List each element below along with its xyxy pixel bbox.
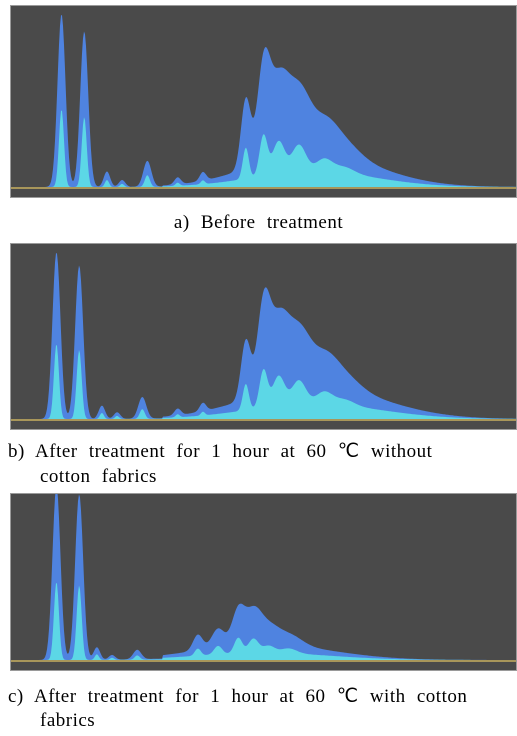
caption-text: cotton fabrics [40,466,157,487]
spectrum-panel [10,5,517,198]
caption-text: fabrics [40,710,96,731]
caption-text: Before treatment [200,212,344,233]
spectrum [11,15,516,189]
spectrum [11,494,516,662]
spectrum-area [11,345,516,419]
spectrum-area [11,253,516,419]
spectrum-panel [10,493,517,671]
spectrum-area [11,583,516,660]
caption-text: After treatment for 1 hour at 60 ℃ with … [33,686,468,707]
caption: b) After treatment for 1 hour at 60 ℃ wi… [8,440,432,463]
caption-text: After treatment for 1 hour at 60 ℃ witho… [35,441,433,462]
caption-label: c) [8,686,24,707]
caption-label: a) [173,212,190,233]
spectrum-panel [10,243,517,430]
caption-label: b) [8,441,25,462]
spectrum-area [11,110,516,187]
caption: a) Before treatment [0,212,517,234]
spectrum [11,253,516,421]
spectrum-area [11,494,516,660]
spectrum-area [11,15,516,187]
caption: c) After treatment for 1 hour at 60 ℃ wi… [8,685,467,708]
